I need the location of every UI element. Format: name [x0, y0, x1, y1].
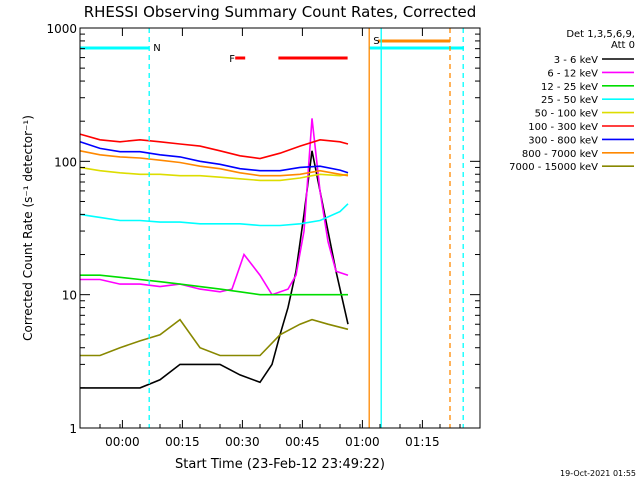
legend-label-9: 7000 - 15000 keV	[509, 162, 598, 173]
legend-label-2: 6 - 12 keV	[547, 68, 598, 79]
x-axis-label: Start Time (23-Feb-12 23:49:22)	[175, 457, 385, 472]
x-tick-label-2: 00:15	[165, 435, 200, 449]
plot-frame	[79, 27, 481, 429]
legend-label-4: 25 - 50 keV	[541, 95, 598, 106]
legend-label-6: 100 - 300 keV	[528, 122, 598, 133]
series-line-3	[80, 274, 348, 296]
legend-label-7: 300 - 800 keV	[528, 135, 598, 146]
y-tick-label-2: 10	[62, 289, 77, 303]
y-axis-label: Corrected Count Rate (s⁻¹ detector⁻¹)	[21, 115, 35, 341]
legend-label-1: 3 - 6 keV	[554, 55, 598, 66]
chart-title: RHESSI Observing Summary Count Rates, Co…	[84, 3, 477, 21]
series-line-7	[79, 141, 349, 174]
series-line-2	[80, 118, 349, 296]
y-tick-label-4: 1000	[46, 22, 77, 36]
x-tick-label-1: 00:00	[105, 435, 140, 449]
legend-label-8: 800 - 7000 keV	[522, 149, 598, 160]
series-line-5	[79, 166, 349, 182]
y-tick-label-1: 1	[69, 422, 77, 436]
footer-timestamp: 19-Oct-2021 01:55	[560, 469, 636, 478]
x-tick-label-3: 00:30	[225, 435, 260, 449]
series-line-4	[79, 203, 349, 227]
x-tick-label-5: 01:00	[345, 435, 380, 449]
legend-label-3: 12 - 25 keV	[541, 82, 598, 93]
annotation-f: F	[229, 54, 235, 65]
legend: Det 1,3,5,6,9,Att 0 3 - 6 keV 6 - 12 keV 12…	[509, 29, 635, 173]
y-tick-label-3: 100	[54, 155, 77, 169]
x-tick-label-4: 00:45	[285, 435, 320, 449]
legend-header-1: Det 1,3,5,6,9,	[566, 29, 635, 40]
x-tick-label-6: 01:15	[405, 435, 440, 449]
series-line-9	[80, 318, 349, 357]
annotation-s: S	[373, 36, 379, 47]
legend-header-2: Att 0	[611, 40, 635, 51]
flag-markers: N F S	[80, 28, 464, 428]
series-line-8	[79, 150, 349, 177]
data-layer	[79, 118, 349, 389]
axes: 00:00 00:15 00:30 00:45 01:00 01:15 1 10 100 1000	[46, 22, 481, 449]
series-line-6	[79, 133, 349, 160]
annotation-n: N	[153, 43, 160, 54]
legend-label-5: 50 - 100 keV	[535, 109, 599, 120]
